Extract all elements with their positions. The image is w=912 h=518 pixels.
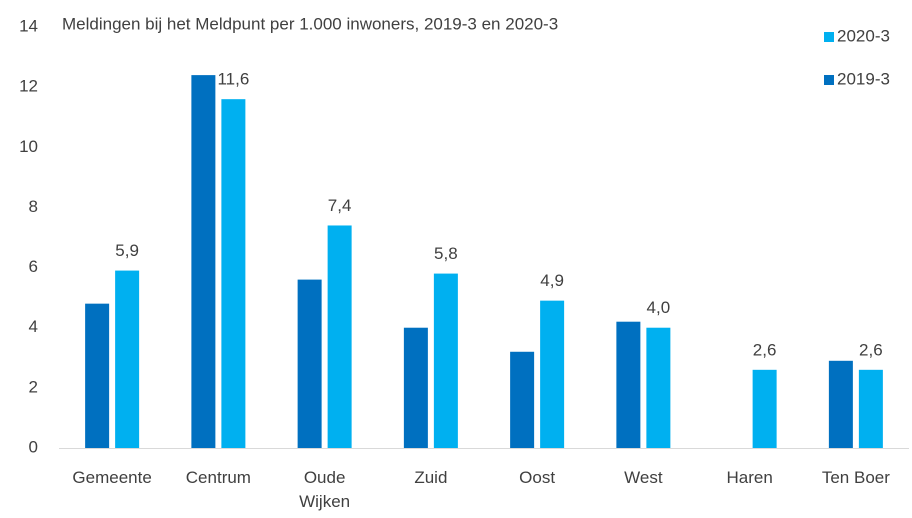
- bar: [646, 327, 671, 448]
- bar: [828, 360, 853, 448]
- legend-label: 2020-3: [837, 26, 890, 45]
- x-tick-label: Gemeente: [72, 468, 152, 487]
- bar: [616, 321, 641, 448]
- y-tick-label: 12: [19, 77, 38, 96]
- bar: [433, 273, 458, 448]
- y-tick-label: 0: [29, 437, 38, 456]
- legend-swatch: [824, 32, 834, 42]
- y-tick-label: 2: [29, 377, 38, 396]
- y-tick-label: 14: [19, 16, 38, 35]
- chart-title: Meldingen bij het Meldpunt per 1.000 inw…: [62, 14, 558, 33]
- y-tick-label: 10: [19, 137, 38, 156]
- data-label: 4,0: [647, 298, 671, 317]
- data-label: 11,6: [217, 70, 249, 89]
- x-tick-label: West: [624, 468, 663, 487]
- bar: [297, 279, 322, 448]
- bar: [510, 351, 535, 448]
- y-tick-label: 6: [29, 257, 38, 276]
- data-label: 2,6: [859, 340, 883, 359]
- data-label: 5,8: [434, 244, 458, 263]
- x-tick-label: Zuid: [414, 468, 448, 487]
- data-label: 5,9: [115, 241, 139, 260]
- bar: [403, 327, 428, 448]
- x-tick-label: Haren: [726, 468, 773, 487]
- x-tick-label: Oost: [519, 468, 556, 487]
- data-label: 4,9: [540, 271, 564, 290]
- bar: [540, 300, 565, 448]
- bar: [191, 75, 216, 448]
- bar: [221, 99, 246, 449]
- y-tick-label: 4: [29, 317, 38, 336]
- bar: [85, 303, 110, 448]
- y-tick-label: 8: [29, 197, 38, 216]
- legend-swatch: [824, 75, 834, 85]
- data-label: 2,6: [753, 340, 777, 359]
- bar: [858, 369, 883, 448]
- x-tick-label: Ten Boer: [821, 468, 890, 487]
- legend-label: 2019-3: [837, 69, 890, 88]
- x-tick-label: Centrum: [185, 468, 251, 487]
- bar: [752, 369, 777, 448]
- data-label: 7,4: [328, 196, 352, 215]
- bar: [115, 270, 140, 448]
- x-tick-label: Oude Wijken: [299, 468, 351, 511]
- bar: [327, 225, 352, 448]
